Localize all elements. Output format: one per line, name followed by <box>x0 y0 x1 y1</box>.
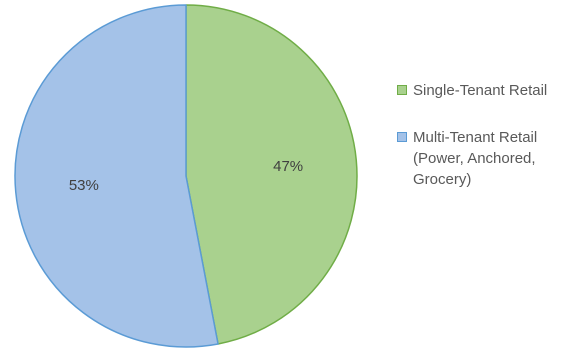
legend-swatch-multi-tenant-retail <box>397 132 407 142</box>
legend-label-multi-tenant-retail: Multi-Tenant Retail (Power, Anchored, Gr… <box>413 129 538 188</box>
legend: Single-Tenant Retail Multi-Tenant Retail… <box>397 80 583 216</box>
pie-slice-1 <box>14 4 219 348</box>
pie-slice-label-0: 47% <box>273 158 303 175</box>
pie-slice-label-1: 53% <box>69 177 99 194</box>
legend-label-single-tenant-retail: Single-Tenant Retail <box>413 82 548 99</box>
legend-item-multi-tenant-retail: Multi-Tenant Retail (Power, Anchored, Gr… <box>397 127 583 190</box>
legend-swatch-single-tenant-retail <box>397 85 407 95</box>
legend-item-single-tenant-retail: Single-Tenant Retail <box>397 80 583 101</box>
pie-slice-0 <box>185 4 358 345</box>
